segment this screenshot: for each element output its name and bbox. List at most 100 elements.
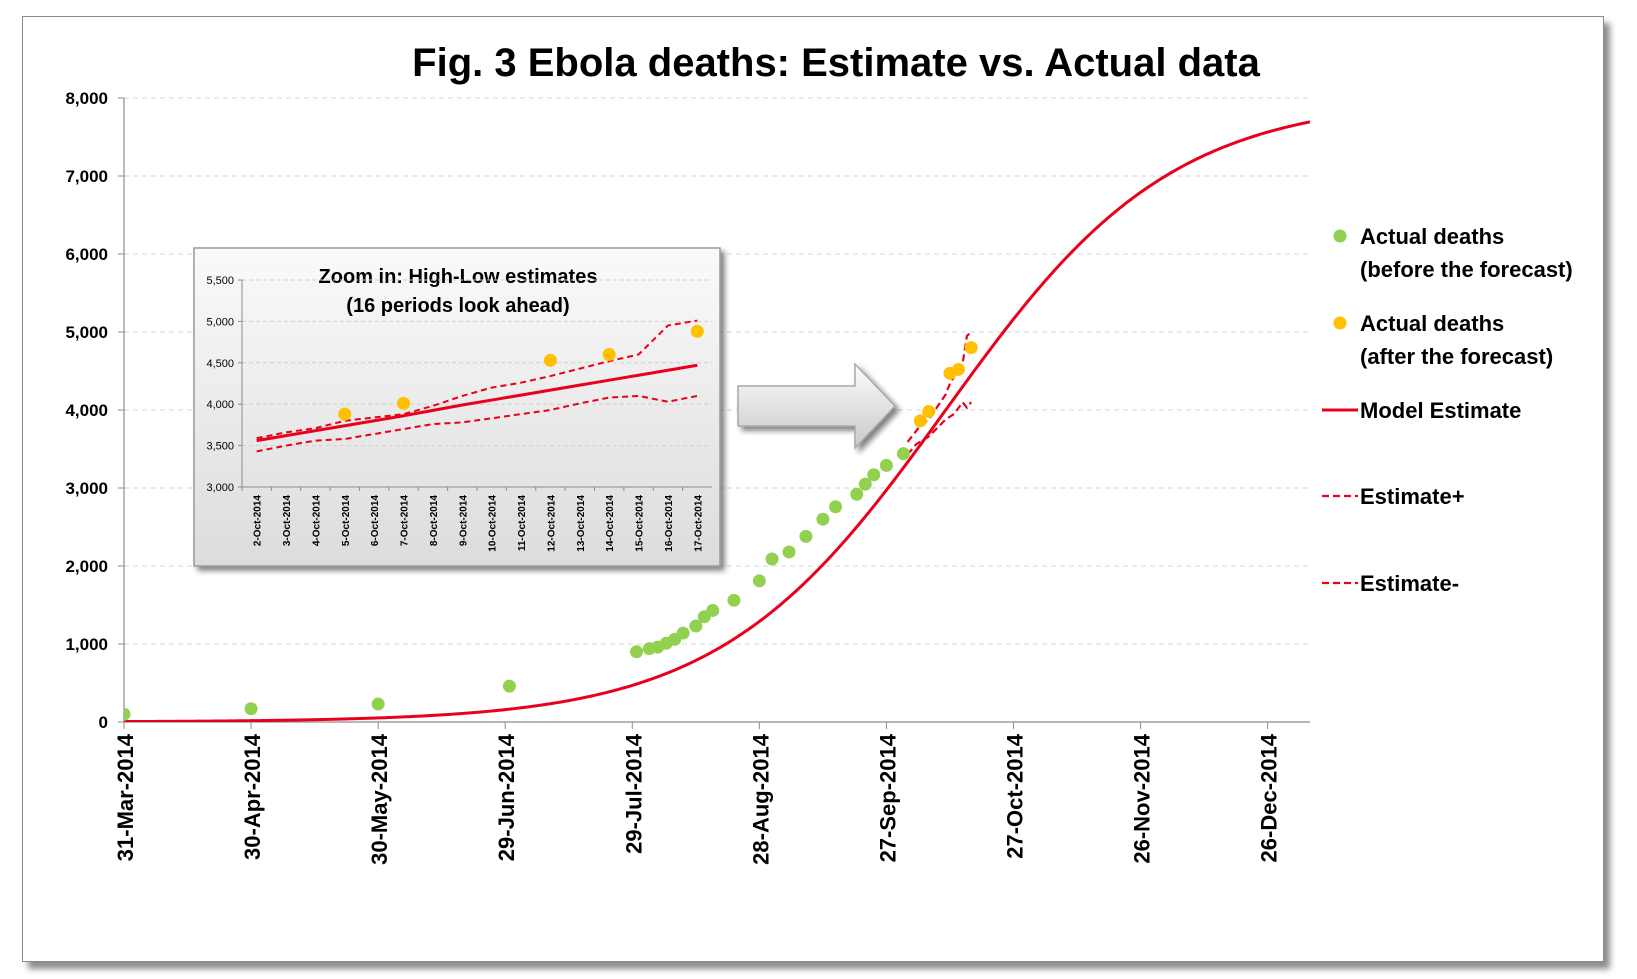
actual-deaths-before-point [896,447,910,461]
legend-label: Actual deaths [1360,311,1504,336]
actual-deaths-before-point [765,552,779,566]
x-tick-label: 27-Oct-2014 [1003,733,1028,859]
legend-label: Estimate+ [1360,484,1465,509]
actual-deaths-before-point [879,458,893,472]
actual-deaths-before-point [782,545,796,559]
y-tick-label: 5,000 [65,323,108,342]
actual-deaths-before-point [689,619,703,633]
y-tick-label: 7,000 [65,167,108,186]
actual-deaths-after-point [951,362,965,376]
y-tick-label: 8,000 [65,89,108,108]
legend-item-actual-before: Actual deaths (before the forecast) [1333,224,1573,282]
inset-actual-deaths-point [602,348,616,362]
inset-x-tick-label: 13-Oct-2014 [576,495,587,552]
inset-model-estimate-line [256,363,698,443]
zoom-inset-title: Zoom in: High-Low estimates [319,266,598,288]
actual-deaths-before-point [752,574,766,588]
x-tick-label: 29-Jul-2014 [621,733,646,854]
x-tick-label: 26-Nov-2014 [1130,733,1155,863]
legend-label: Model Estimate [1360,398,1521,423]
y-tick-label: 3,000 [65,479,108,498]
legend-item-estimate-minus: Estimate- [1322,571,1459,596]
legend-marker [1333,229,1347,243]
legend: Actual deaths(before the forecast)Actual… [1322,224,1573,596]
inset-x-tick-label: 16-Oct-2014 [664,495,675,552]
x-tick-label: 28-Aug-2014 [748,733,773,865]
legend-item-estimate-plus: Estimate+ [1322,484,1465,509]
x-tick-label: 31-Mar-2014 [113,733,138,861]
zoom-arrow-icon [737,362,897,450]
inset-x-tick-label: 12-Oct-2014 [546,495,557,552]
main-x-axis: 31-Mar-2014 30-Apr-2014 30-May-2014 29-Jun-… [113,721,1310,865]
actual-deaths-before-point [816,512,830,526]
inset-x-tick-label: 7-Oct-2014 [400,495,411,547]
actual-deaths-before-point [829,500,843,514]
inset-y-tick-label: 3,500 [206,441,234,453]
main-plot-area [124,120,1310,722]
model-estimate-line [124,120,1310,722]
zoom-inset-subtitle: (16 periods look ahead) [346,295,569,317]
actual-deaths-before-point [799,529,813,543]
inset-y-tick-label: 3,000 [206,482,234,494]
inset-estimate-minus-line [256,394,698,453]
x-tick-label: 29-Jun-2014 [494,733,519,861]
inset-estimate-plus-line [256,319,698,440]
actual-deaths-before-point [676,626,690,640]
inset-x-tick-label: 15-Oct-2014 [635,495,646,552]
inset-x-tick-label: 10-Oct-2014 [488,495,499,552]
inset-x-tick-label: 4-Oct-2014 [311,495,322,547]
actual-deaths-before-point [630,645,644,659]
y-tick-label: 4,000 [65,401,108,420]
x-tick-label: 27-Sep-2014 [875,733,900,862]
actual-deaths-before-point [727,593,741,607]
x-tick-label: 30-May-2014 [367,733,392,865]
zoom-inset: Zoom in: High-Low estimates (16 periods … [193,247,721,567]
x-tick-label: 30-Apr-2014 [240,733,265,860]
inset-gridlines [242,279,712,447]
inset-y-tick-label: 4,000 [206,399,234,411]
legend-label: Estimate- [1360,571,1459,596]
inset-actual-deaths-point [690,324,704,338]
actual-deaths-after-point [964,341,978,355]
main-y-axis: 0 1,000 2,000 3,000 4,000 5,000 6,000 7,000 8,00… [65,89,125,732]
legend-item-actual-after: Actual deaths (after the forecast) [1333,311,1553,369]
y-tick-label: 2,000 [65,557,108,576]
legend-item-model-estimate: Model Estimate [1322,398,1521,423]
inset-x-tick-label: 14-Oct-2014 [605,495,616,552]
actual-deaths-before-point [858,477,872,491]
legend-marker [1333,316,1347,330]
chart-title: Fig. 3 Ebola deaths: Estimate vs. Actual… [412,41,1260,85]
actual-deaths-after-point [913,414,927,428]
y-tick-label: 1,000 [65,635,108,654]
legend-label: Actual deaths [1360,224,1504,249]
inset-x-tick-label: 5-Oct-2014 [341,495,352,547]
inset-y-axis: 3,000 3,500 4,000 4,500 5,000 5,500 [206,275,243,494]
estimate-minus-line [906,400,973,456]
actual-deaths-before-point [244,702,258,716]
inset-x-axis: 2-Oct-2014 3-Oct-2014 4-Oct-2014 5-Oct-2014… [241,486,712,552]
actual-deaths-before-point [371,697,385,711]
inset-x-tick-label: 2-Oct-2014 [253,495,264,547]
actual-deaths-before-point [850,487,864,501]
y-tick-label: 6,000 [65,245,108,264]
inset-x-tick-label: 3-Oct-2014 [282,495,293,547]
legend-label: (after the forecast) [1360,344,1553,369]
actual-deaths-before-point [706,603,720,617]
inset-x-tick-label: 8-Oct-2014 [429,495,440,547]
x-tick-label: 26-Dec-2014 [1257,733,1282,862]
inset-plot-area [256,319,704,453]
actual-deaths-after-point [922,405,936,419]
inset-y-tick-label: 5,000 [206,316,234,328]
legend-label: (before the forecast) [1360,257,1573,282]
inset-actual-deaths-point [543,353,557,367]
inset-x-tick-label: 9-Oct-2014 [458,495,469,547]
inset-x-tick-label: 17-Oct-2014 [693,495,704,552]
actual-deaths-before-point [867,468,881,482]
inset-x-tick-label: 6-Oct-2014 [370,495,381,547]
inset-actual-deaths-point [397,396,411,410]
inset-y-tick-label: 4,500 [206,358,234,370]
inset-y-tick-label: 5,500 [206,275,234,287]
y-tick-label: 0 [99,713,108,732]
actual-deaths-before-point [124,707,131,721]
